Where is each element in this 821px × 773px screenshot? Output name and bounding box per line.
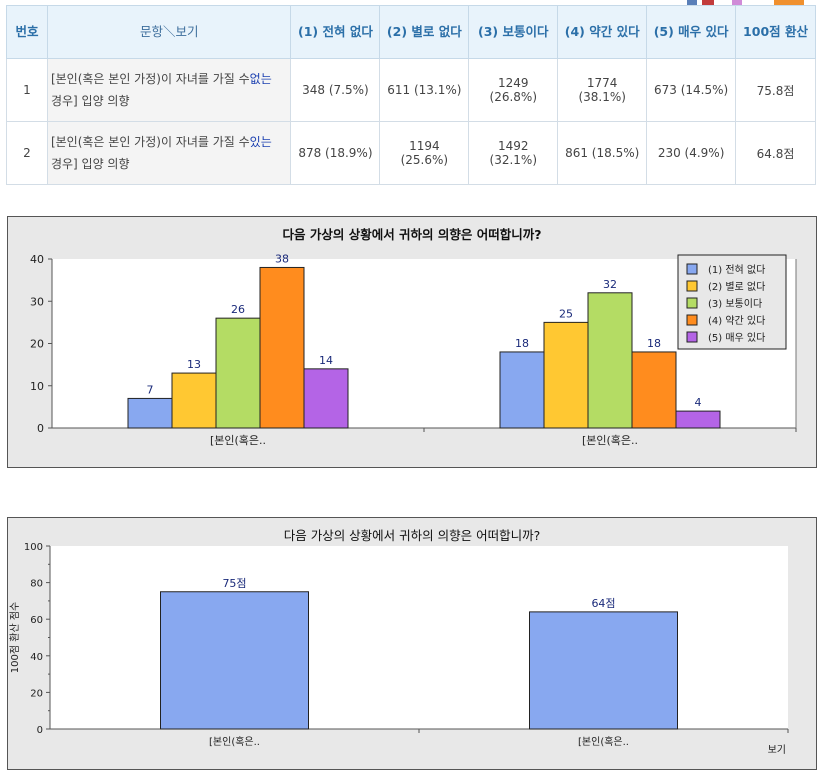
bar (303, 368, 349, 429)
bar (499, 351, 545, 429)
bar (675, 410, 721, 429)
x-tick-label: [본인(혹은.. (582, 433, 638, 447)
data-label: 75점 (222, 577, 246, 590)
col-header-opt1: (1) 전혀 없다 (290, 5, 381, 59)
cell-opt4: 861 (18.5%) (557, 121, 648, 185)
col-header-opt2: (2) 별로 없다 (379, 5, 470, 59)
question-post: 경우] 입양 의향 (50, 94, 130, 108)
print-icon[interactable] (687, 0, 697, 5)
data-label: 32 (603, 278, 617, 291)
score-chart-panel: 다음 가상의 상황에서 귀하의 의향은 어떠합니까? 0 20 40 60 80 100 1… (7, 517, 817, 770)
y-tick-label: 20 (30, 688, 43, 699)
x-tick-label: [본인(혹은.. (210, 433, 266, 447)
bar (127, 397, 173, 429)
data-label: 64점 (591, 597, 615, 610)
legend-swatch (686, 263, 698, 275)
chart-icon[interactable] (702, 0, 714, 5)
cell-opt5: 230 (4.9%) (646, 121, 737, 185)
col-header-score: 100점 환산 (735, 5, 816, 59)
y-tick-label: 20 (30, 338, 44, 351)
y-tick-label: 100 (24, 542, 43, 553)
y-tick-label: 60 (30, 615, 43, 626)
toolbar-icons (680, 0, 820, 6)
data-label: 38 (275, 252, 289, 265)
bar (587, 292, 633, 429)
col-header-no: 번호 (6, 5, 48, 59)
y-tick-label: 40 (30, 652, 43, 663)
bar (259, 266, 305, 429)
image-icon[interactable] (732, 0, 742, 5)
cell-opt2: 611 (13.1%) (379, 58, 470, 122)
cell-opt4: 1774 (38.1%) (557, 58, 648, 122)
bar (543, 321, 589, 429)
data-label: 26 (231, 303, 245, 316)
bar (529, 611, 678, 730)
data-label: 4 (695, 396, 702, 409)
col-header-opt5: (5) 매우 있다 (646, 5, 737, 59)
cell-opt5: 673 (14.5%) (646, 58, 737, 122)
y-tick-label: 80 (30, 579, 43, 590)
cell-opt3: 1492 (32.1%) (468, 121, 559, 185)
question-pre: [본인(혹은 본인 가정)이 자녀를 가질 수 (50, 135, 250, 149)
cell-opt2: 1194 (25.6%) (379, 121, 470, 185)
legend-swatch (686, 280, 698, 292)
table-header-row: 번호 문항＼보기 (1) 전혀 없다 (2) 별로 없다 (3) 보통이다 (4… (6, 5, 816, 59)
col-header-question: 문항＼보기 (46, 5, 292, 59)
question-pre: [본인(혹은 본인 가정)이 자녀를 가질 수 (50, 72, 250, 86)
y-tick-label: 0 (37, 422, 44, 435)
survey-table: 번호 문항＼보기 (1) 전혀 없다 (2) 별로 없다 (3) 보통이다 (4… (6, 5, 816, 185)
x-tick-label: [본인(혹은.. (578, 735, 629, 748)
row-number: 2 (6, 121, 48, 185)
cell-score: 75.8점 (735, 58, 816, 122)
chart-title: 다음 가상의 상황에서 귀하의 의향은 어떠합니까? (282, 227, 542, 242)
legend-label: (5) 매우 있다 (708, 332, 765, 344)
legend-swatch (686, 297, 698, 309)
question-highlight: 없는 (249, 72, 272, 86)
cell-opt1: 348 (7.5%) (290, 58, 381, 122)
bar (160, 591, 309, 730)
data-label: 13 (187, 358, 201, 371)
data-label: 14 (319, 354, 333, 367)
legend-swatch (686, 331, 698, 343)
col-header-opt4: (4) 약간 있다 (557, 5, 648, 59)
response-chart-panel: 다음 가상의 상황에서 귀하의 의향은 어떠합니까? 0 10 20 30 40 [본인(… (7, 216, 817, 468)
bar (631, 351, 677, 429)
export-icon[interactable] (774, 0, 804, 5)
y-tick-label: 30 (30, 295, 44, 308)
legend-label: (2) 별로 없다 (708, 280, 765, 293)
y-axis-label: 100점 환산 점수 (9, 602, 21, 673)
y-tick-label: 10 (30, 380, 44, 393)
legend-swatch (686, 314, 698, 326)
cell-score: 64.8점 (735, 121, 816, 185)
cell-opt3: 1249 (26.8%) (468, 58, 559, 122)
cell-opt1: 878 (18.9%) (290, 121, 381, 185)
data-label: 18 (647, 337, 661, 350)
col-header-opt3: (3) 보통이다 (468, 5, 559, 59)
bar (215, 317, 261, 429)
bar (171, 372, 217, 429)
x-axis-label: 보기 (768, 744, 786, 756)
x-tick-label: [본인(혹은.. (209, 735, 260, 748)
row-number: 1 (6, 58, 48, 122)
data-label: 25 (559, 307, 573, 320)
y-tick-label: 40 (30, 253, 44, 266)
legend-label: (3) 보통이다 (708, 298, 762, 310)
chart-title: 다음 가상의 상황에서 귀하의 의향은 어떠합니까? (283, 528, 541, 543)
question-highlight: 있는 (249, 135, 272, 149)
data-label: 7 (147, 383, 154, 396)
legend-label: (4) 약간 있다 (708, 315, 765, 327)
question-post: 경우] 입양 의향 (50, 157, 130, 171)
y-tick-label: 0 (37, 725, 43, 736)
response-bar-chart: 0 10 20 30 40 [본인(혹은.. 7 13 26 38 14 [본인(혹은.. 18 25 32… (30, 252, 797, 447)
data-label: 18 (515, 337, 529, 350)
legend-label: (1) 전혀 없다 (708, 263, 765, 276)
